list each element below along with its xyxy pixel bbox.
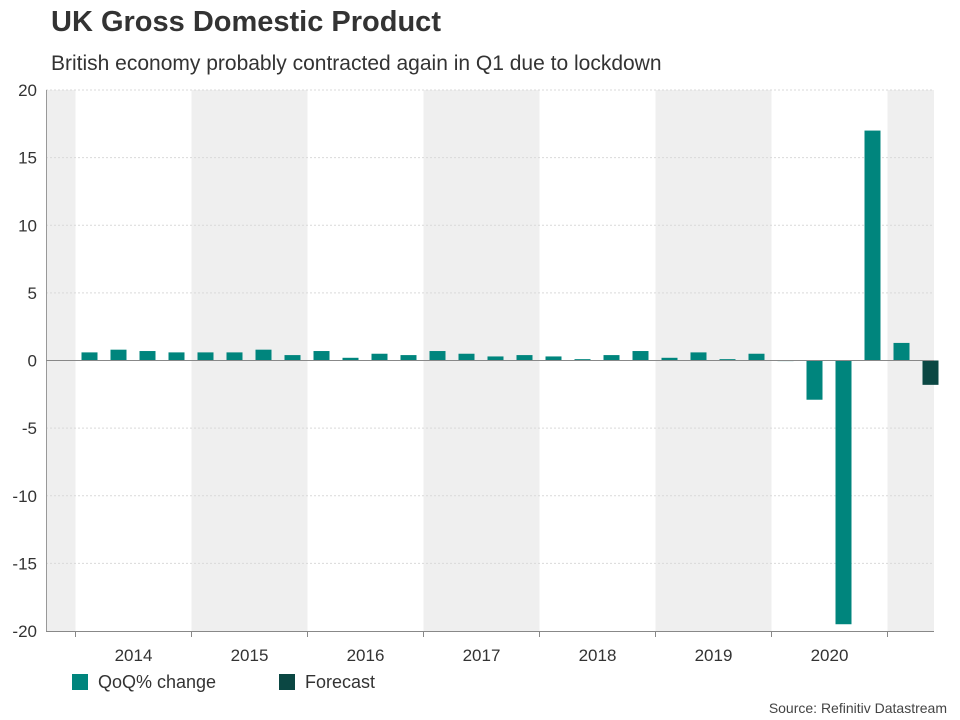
legend-item-actual: QoQ% change <box>72 672 216 693</box>
x-tick-label: 2014 <box>115 646 153 665</box>
legend-label-forecast: Forecast <box>305 672 376 692</box>
legend-swatch-actual <box>72 674 88 690</box>
chart-subtitle: British economy probably contracted agai… <box>51 52 662 75</box>
y-tick-label: 10 <box>18 216 37 235</box>
x-tick-labels: 2014 2015 2016 2017 2018 2019 2020 <box>115 646 849 665</box>
bar-actual <box>516 355 533 361</box>
bar-actual <box>400 355 417 361</box>
y-tick-label: -5 <box>22 419 37 438</box>
legend-swatch-forecast <box>279 674 295 690</box>
bar-actual <box>603 355 620 361</box>
y-tick-label: -20 <box>12 622 37 641</box>
x-tick-label: 2018 <box>579 646 617 665</box>
bars <box>81 130 939 625</box>
bar-actual <box>545 356 562 361</box>
bar-forecast <box>922 360 939 385</box>
gridlines <box>46 89 934 564</box>
bar-actual <box>487 356 504 361</box>
y-tick-label: 20 <box>18 81 37 100</box>
legend-item-forecast: Forecast <box>279 672 375 693</box>
bar-actual <box>632 351 649 361</box>
x-tick-label: 2019 <box>695 646 733 665</box>
bar-actual <box>690 352 707 361</box>
bar-actual <box>835 360 852 625</box>
y-tick-label: 0 <box>28 352 37 371</box>
bar-actual <box>168 352 185 361</box>
axes <box>46 90 934 637</box>
bar-actual <box>110 349 127 361</box>
bar-actual <box>197 352 214 361</box>
bar-actual <box>719 359 736 361</box>
bar-actual <box>661 357 678 361</box>
x-tick-label: 2016 <box>347 646 385 665</box>
x-tick-label: 2015 <box>231 646 269 665</box>
y-tick-label: 5 <box>28 284 37 303</box>
bar-actual <box>864 130 881 361</box>
bar-actual <box>313 351 330 361</box>
bar-actual <box>342 357 359 361</box>
source-note: Source: Refinitiv Datastream <box>768 700 947 716</box>
legend-label-actual: QoQ% change <box>98 672 217 692</box>
bar-actual <box>255 349 272 361</box>
bar-actual <box>284 355 301 361</box>
y-tick-label: -15 <box>12 554 37 573</box>
bar-actual <box>806 360 823 400</box>
bar-actual <box>574 359 591 361</box>
chart-title: UK Gross Domestic Product <box>51 6 441 38</box>
y-tick-label: 15 <box>18 149 37 168</box>
x-tick-label: 2017 <box>463 646 501 665</box>
bar-actual <box>81 352 98 361</box>
bar-actual <box>371 353 388 361</box>
bar-actual <box>893 342 910 361</box>
bar-actual <box>748 353 765 361</box>
x-tick-label: 2020 <box>811 646 849 665</box>
bar-actual <box>139 351 156 361</box>
y-tick-labels: 20 15 10 5 0 -5 -10 -15 -20 <box>12 81 37 641</box>
y-tick-label: -10 <box>12 487 37 506</box>
bar-actual <box>226 352 243 361</box>
bar-actual <box>458 353 475 361</box>
bar-actual <box>429 351 446 361</box>
